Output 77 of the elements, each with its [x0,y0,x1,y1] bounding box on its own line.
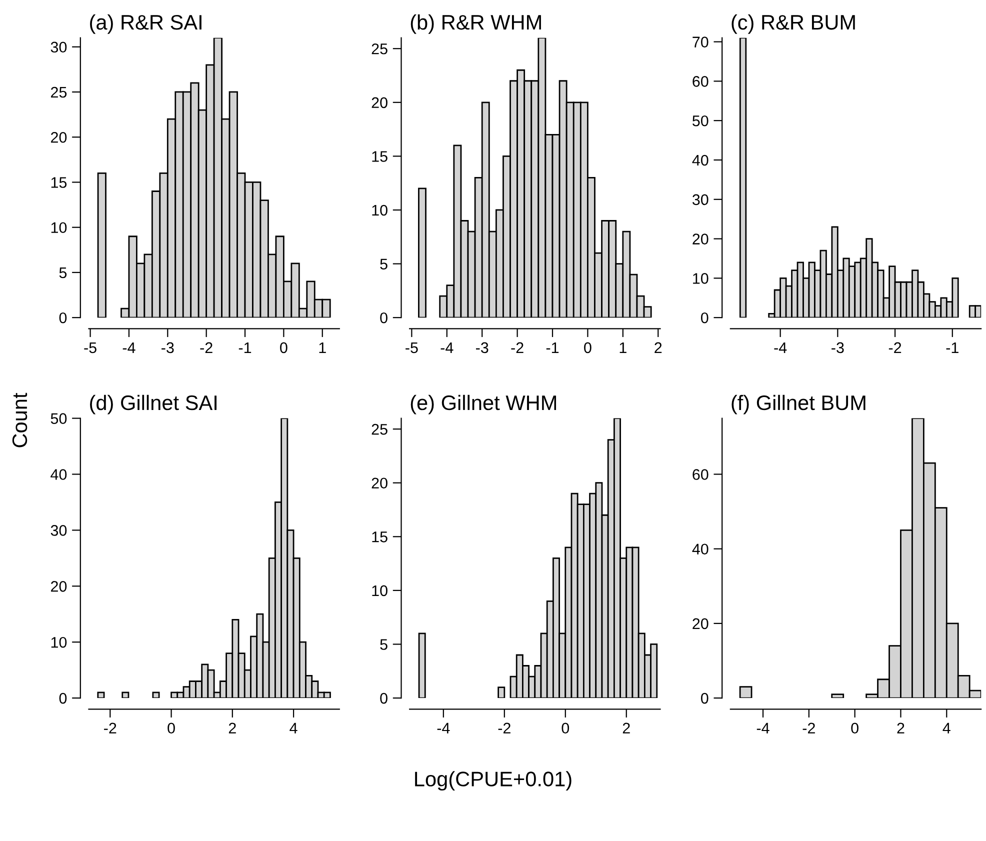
x-tick-label: 4 [942,722,950,734]
chart-title: (d) Gillnet SAI [90,394,216,414]
chart-title: (a) R&R SAI [90,14,202,34]
x-tick-label: -4 [122,342,136,353]
y-tick-label: 25 [372,43,388,54]
y-tick-label: 0 [380,692,388,704]
y-tick-label: 5 [380,639,388,650]
x-tick-label: 0 [851,722,858,734]
y-tick-label: 10 [51,222,67,234]
y-tick-label: 60 [692,469,708,480]
y-tick-label: 10 [693,273,708,284]
y-tick-label: 25 [50,86,67,98]
x-tick-label: -5 [406,342,418,354]
y-tick-label: 20 [50,581,67,592]
y-tick-label: 0 [700,692,708,704]
y-tick-label: 15 [51,177,67,188]
y-tick-label: 40 [50,469,67,480]
y-tick-label: 0 [700,312,708,324]
x-tick-label: 0 [584,342,592,354]
y-tick-label: 0 [59,312,67,324]
x-tick-label: -5 [84,342,96,354]
x-tick-label: -3 [476,342,488,354]
x-tick-label: 2 [622,722,630,734]
chart-title: (c) R&R BUM [732,14,855,34]
y-tick-label: 50 [692,115,708,126]
y-tick-label: 10 [372,204,388,216]
chart-title: (e) Gillnet WHM [410,394,556,414]
x-tick-label: -2 [498,722,510,734]
y-tick-label: 25 [372,424,388,435]
x-tick-label: -4 [774,342,787,353]
y-tick-label: 15 [372,532,388,542]
x-tick-label: -2 [511,342,524,353]
x-tick-label: -2 [200,342,212,353]
x-tick-label: 2 [228,722,236,734]
chart-title: (f) Gillnet BUM [732,394,866,414]
y-tick-label: 20 [692,618,708,630]
x-tick-label: 1 [319,342,326,353]
y-axis-title: Count [12,392,28,448]
y-tick-label: 60 [692,76,708,87]
x-tick-label: 4 [290,722,298,734]
y-tick-label: 40 [692,544,708,555]
y-tick-label: 5 [59,267,67,278]
y-tick-label: 30 [692,194,708,206]
chart-title: (b) R&R WHM [410,14,541,34]
y-tick-label: 70 [692,36,708,48]
y-tick-label: 20 [372,97,388,108]
y-tick-label: 15 [372,151,388,162]
y-tick-label: 10 [51,636,67,648]
x-tick-label: -4 [440,342,454,353]
x-tick-label: -1 [238,342,252,353]
y-tick-label: 30 [50,42,67,53]
y-tick-label: 0 [380,312,388,324]
x-tick-label: -1 [946,342,958,353]
x-tick-label: -1 [546,342,559,353]
x-tick-label: 1 [620,342,626,353]
y-tick-label: 30 [50,525,67,536]
y-tick-label: 20 [50,132,67,143]
y-tick-label: 5 [380,258,388,270]
x-tick-label: -3 [832,342,844,354]
x-tick-label: -3 [162,342,174,354]
x-tick-label: -2 [104,722,116,734]
x-tick-label: 2 [897,722,904,734]
x-tick-label: -4 [756,722,770,734]
y-tick-label: 10 [372,585,388,596]
x-tick-label: 0 [280,342,288,354]
x-tick-label: -4 [437,722,450,734]
y-tick-label: 0 [59,692,67,704]
x-tick-label: -2 [802,722,815,734]
x-axis-title: Log(CPUE+0.01) [415,771,572,791]
x-tick-label: 0 [168,722,175,734]
y-tick-label: 20 [372,478,388,489]
y-tick-label: 50 [50,413,67,424]
x-tick-label: 2 [654,342,662,353]
y-tick-label: 40 [692,154,708,166]
x-tick-label: 0 [562,722,570,734]
y-tick-label: 20 [692,234,708,244]
x-tick-label: -2 [888,342,902,353]
